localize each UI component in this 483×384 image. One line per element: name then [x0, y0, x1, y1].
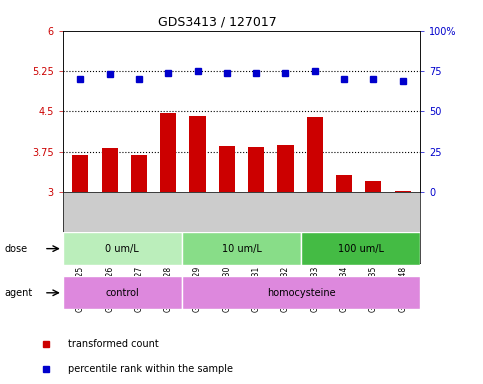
- Text: control: control: [105, 288, 139, 298]
- Bar: [301, 232, 420, 265]
- Bar: [63, 276, 182, 309]
- Bar: [101, 148, 118, 192]
- Text: transformed count: transformed count: [68, 339, 158, 349]
- Text: 100 um/L: 100 um/L: [338, 243, 384, 254]
- Text: GDS3413 / 127017: GDS3413 / 127017: [158, 15, 277, 28]
- Text: agent: agent: [5, 288, 33, 298]
- Bar: [182, 276, 420, 309]
- Bar: [336, 175, 352, 192]
- Text: homocysteine: homocysteine: [267, 288, 335, 298]
- Bar: [307, 117, 323, 192]
- Bar: [395, 191, 411, 192]
- Text: 0 um/L: 0 um/L: [105, 243, 139, 254]
- Bar: [189, 116, 206, 192]
- Bar: [365, 181, 382, 192]
- Bar: [248, 147, 264, 192]
- Bar: [131, 156, 147, 192]
- Bar: [72, 156, 88, 192]
- Text: dose: dose: [5, 243, 28, 254]
- Bar: [277, 145, 294, 192]
- Bar: [182, 232, 301, 265]
- Text: 10 um/L: 10 um/L: [222, 243, 261, 254]
- Bar: [219, 146, 235, 192]
- Bar: [63, 232, 182, 265]
- Bar: [160, 113, 176, 192]
- Text: percentile rank within the sample: percentile rank within the sample: [68, 364, 233, 374]
